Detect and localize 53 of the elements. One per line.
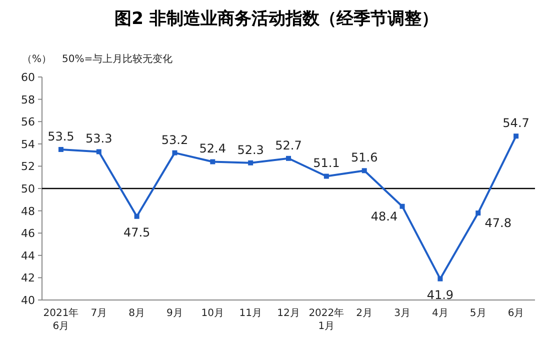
data-label: 48.4	[370, 209, 398, 224]
point	[172, 150, 178, 156]
x-tick-label: 10月	[201, 308, 224, 319]
x-tick-label: 6月	[508, 308, 524, 319]
data-label: 51.6	[350, 150, 378, 165]
data-label: 52.7	[275, 138, 302, 152]
x-tick-label: 8月	[128, 308, 145, 319]
x-tick-label: 7月	[90, 308, 108, 319]
y-tick-label: 52	[21, 160, 35, 174]
chart-title: 图2 非制造业商务活动指数（经季节调整）	[114, 9, 438, 29]
text: （%）	[22, 54, 52, 65]
y-tick-label: 56	[21, 116, 35, 129]
data-label: 53.3	[86, 132, 112, 146]
x-tick-label: 12月	[277, 308, 300, 319]
x-tick-label: 9月	[166, 308, 183, 319]
x-tick-label: 4月	[432, 308, 448, 319]
x-tick-label: 3月	[394, 308, 410, 319]
data-label: 47.8	[484, 216, 512, 230]
point	[210, 159, 216, 164]
point	[438, 276, 443, 282]
data-label: 51.1	[313, 156, 340, 170]
data-label: 54.7	[502, 116, 530, 130]
point	[362, 168, 367, 174]
y-tick-label: 44	[21, 249, 35, 262]
point	[96, 149, 102, 154]
x-tick-label: 11月	[239, 308, 262, 319]
y-tick-label: 58	[21, 93, 35, 106]
point	[134, 214, 140, 219]
text: 50%=与上月比较无变化	[62, 53, 173, 65]
y-tick-label: 46	[21, 227, 35, 240]
y-tick-label: 54	[21, 138, 35, 151]
y-tick-label: 50	[21, 182, 35, 196]
data-label: 41.9	[426, 288, 454, 302]
x-tick-label: 2021年 6月	[43, 307, 79, 332]
x-tick-label: 5月	[470, 308, 486, 319]
point	[324, 174, 329, 179]
point	[58, 146, 64, 152]
point	[514, 134, 519, 139]
y-tick-label: 42	[21, 272, 35, 285]
data-label: 52.4	[199, 142, 226, 156]
x-tick-label: 2022年 1月	[308, 307, 344, 332]
y-tick-label: 60	[21, 71, 35, 84]
point	[400, 204, 405, 209]
point	[286, 156, 291, 161]
data-label: 47.5	[123, 225, 150, 240]
data-label: 53.2	[161, 132, 188, 147]
data-label: 53.5	[48, 129, 74, 144]
x-tick-label: 2月	[356, 308, 373, 319]
y-tick-label: 40	[21, 294, 35, 307]
y-tick-label: 48	[21, 204, 35, 218]
point	[248, 160, 254, 166]
data-label: 52.3	[237, 142, 264, 157]
point	[476, 210, 481, 216]
